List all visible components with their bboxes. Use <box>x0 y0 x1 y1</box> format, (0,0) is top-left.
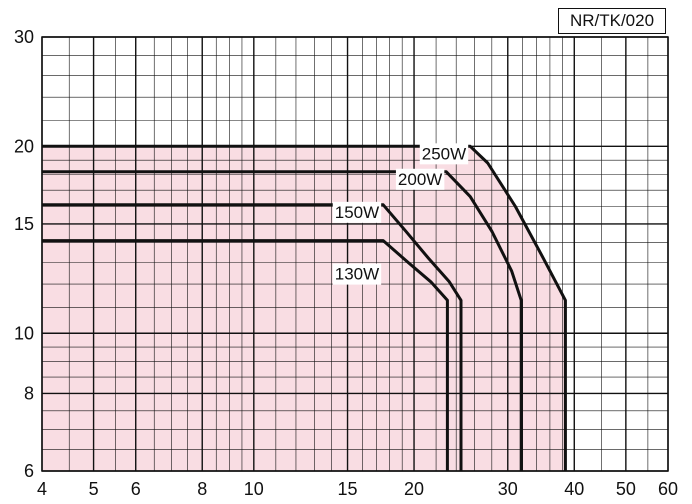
y-tick-label: 20 <box>14 136 34 156</box>
series-label-background <box>419 143 469 165</box>
y-tick-label: 15 <box>14 214 34 234</box>
y-tick-label: 6 <box>24 461 34 481</box>
series-line-130W <box>42 239 449 471</box>
series-lines <box>42 144 567 471</box>
operating-region-fill <box>42 146 566 471</box>
x-tick-label: 40 <box>564 479 584 499</box>
reference-code-box: NR/TK/020 <box>558 8 666 34</box>
x-tick-label: 50 <box>616 479 636 499</box>
series-label-background <box>332 201 382 223</box>
series-line-200W <box>42 170 523 471</box>
y-tick-label: 30 <box>14 27 34 47</box>
series-label-250W: 250W <box>422 144 466 163</box>
x-tick-label: 8 <box>197 479 207 499</box>
series-label-background <box>332 263 382 285</box>
x-tick-labels: 4 5 6 8 10 15 20 30 40 50 60 <box>37 479 678 499</box>
series-line-250W <box>42 144 567 471</box>
operating-region <box>42 146 566 471</box>
series-line-150W <box>42 203 463 471</box>
y-tick-label: 8 <box>24 383 34 403</box>
y-tick-label: 10 <box>14 323 34 343</box>
x-tick-label: 5 <box>89 479 99 499</box>
x-tick-label: 20 <box>404 479 424 499</box>
x-tick-label: 4 <box>37 479 47 499</box>
x-tick-label: 30 <box>498 479 518 499</box>
series-labels: 250W 200W 150W 130W <box>332 143 469 285</box>
series-label-150W: 150W <box>335 203 379 222</box>
series-label-200W: 200W <box>398 170 442 189</box>
x-tick-label: 60 <box>658 479 678 499</box>
x-tick-label: 10 <box>244 479 264 499</box>
series-label-background <box>395 168 445 190</box>
reference-code: NR/TK/020 <box>569 11 655 30</box>
x-tick-label: 15 <box>338 479 358 499</box>
series-label-130W: 130W <box>335 265 379 284</box>
y-tick-labels: 6 8 10 15 20 30 <box>14 27 34 481</box>
x-tick-label: 6 <box>131 479 141 499</box>
plot-frame <box>41 36 669 472</box>
